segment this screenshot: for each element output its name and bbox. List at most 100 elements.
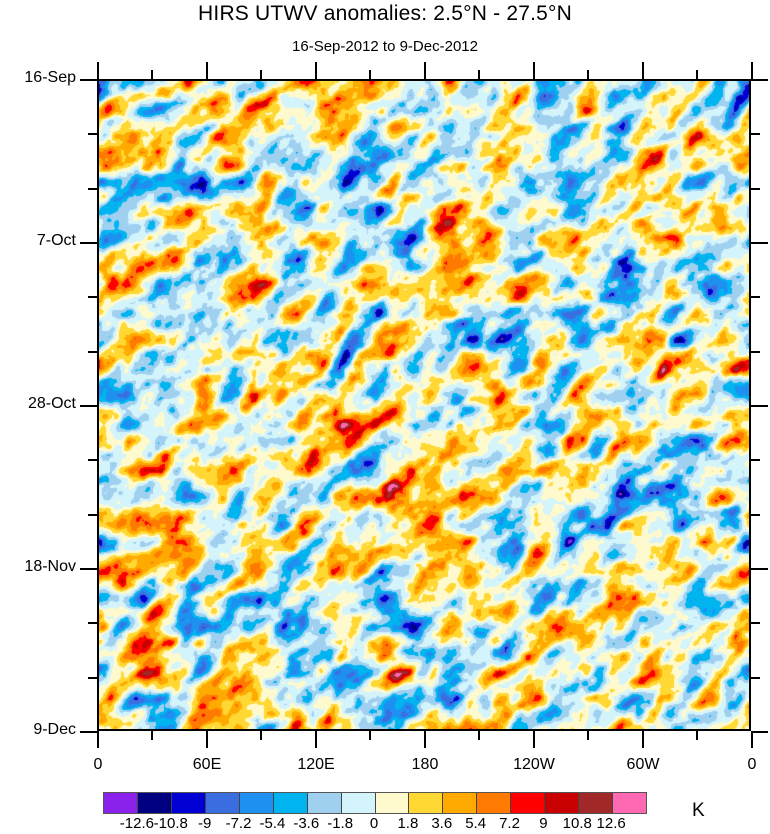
x-tick-minor-top <box>478 70 480 79</box>
y-tick-minor <box>88 459 97 461</box>
x-tick-label: 180 <box>411 756 439 773</box>
y-tick-minor-right <box>751 296 760 298</box>
x-tick-minor <box>478 731 480 740</box>
x-tick-major <box>424 731 426 748</box>
y-tick-major <box>80 568 97 570</box>
y-tick-label: 28-Oct <box>27 395 76 412</box>
x-tick-label: 120W <box>513 756 555 773</box>
y-tick-minor <box>88 188 97 190</box>
x-tick-minor <box>151 731 153 740</box>
x-tick-minor-top <box>260 70 262 79</box>
colorbar-tick-label: 7.2 <box>499 815 520 832</box>
x-tick-label: 0 <box>747 756 757 773</box>
x-tick-major <box>533 731 535 748</box>
colorbar-tick-label: -9 <box>197 815 212 832</box>
colorbar-tick-label: -7.2 <box>225 815 252 832</box>
y-tick-minor-right <box>751 133 760 135</box>
y-tick-minor-right <box>751 622 760 624</box>
colorbar-tick-label: 9 <box>539 815 548 832</box>
y-tick-major <box>80 731 97 733</box>
x-tick-label: 60E <box>192 756 222 773</box>
x-tick-label: 120E <box>297 756 335 773</box>
y-tick-minor <box>88 351 97 353</box>
y-tick-minor-right <box>751 514 760 516</box>
colorbar-cell <box>239 793 274 813</box>
x-tick-minor <box>369 731 371 740</box>
x-tick-minor-top <box>151 70 153 79</box>
anomaly-field-canvas <box>99 81 749 729</box>
x-tick-major <box>315 731 317 748</box>
x-tick-major-top <box>206 62 208 79</box>
y-tick-label: 7-Oct <box>36 232 76 249</box>
colorbar-cell <box>409 793 444 813</box>
x-tick-minor <box>260 731 262 740</box>
colorbar-tick-label: 5.4 <box>465 815 487 832</box>
x-tick-major-top <box>751 62 753 79</box>
y-tick-minor <box>88 514 97 516</box>
x-tick-major-top <box>533 62 535 79</box>
y-tick-label: 9-Dec <box>33 721 76 738</box>
colorbar-cell <box>137 793 172 813</box>
colorbar-tick-label: -12.6 <box>119 815 154 832</box>
x-tick-minor-top <box>696 70 698 79</box>
x-tick-major <box>751 731 753 748</box>
x-tick-label: 60W <box>626 756 660 773</box>
y-tick-minor <box>88 296 97 298</box>
y-tick-label: 18-Nov <box>24 558 76 575</box>
x-tick-minor-top <box>587 70 589 79</box>
x-tick-major-top <box>97 62 99 79</box>
colorbar-cell <box>375 793 410 813</box>
colorbar-cell <box>273 793 308 813</box>
x-tick-major <box>97 731 99 748</box>
colorbar-cell <box>307 793 342 813</box>
y-tick-major <box>80 242 97 244</box>
colorbar-tick-label: -1.8 <box>327 815 354 832</box>
colorbar-cell <box>511 793 546 813</box>
x-tick-major <box>642 731 644 748</box>
colorbar-tick-label: -5.4 <box>259 815 286 832</box>
x-tick-major-top <box>642 62 644 79</box>
x-tick-minor <box>587 731 589 740</box>
y-tick-minor <box>88 622 97 624</box>
y-tick-minor-right <box>751 677 760 679</box>
y-tick-minor-right <box>751 459 760 461</box>
y-tick-major-right <box>751 242 768 244</box>
colorbar-cell <box>443 793 478 813</box>
colorbar-tick-label: -3.6 <box>293 815 320 832</box>
x-tick-minor-top <box>369 70 371 79</box>
y-tick-major <box>80 79 97 81</box>
y-tick-major <box>80 405 97 407</box>
colorbar-unit-label: K <box>692 800 705 821</box>
y-tick-minor-right <box>751 351 760 353</box>
y-tick-minor <box>88 677 97 679</box>
y-tick-label: 16-Sep <box>24 69 76 86</box>
colorbar <box>103 792 647 814</box>
page-subtitle: 16-Sep-2012 to 9-Dec-2012 <box>292 38 478 55</box>
page-title: HIRS UTWV anomalies: 2.5°N - 27.5°N <box>198 2 572 25</box>
hovmoller-plot-area <box>97 79 751 731</box>
x-tick-major <box>206 731 208 748</box>
colorbar-cell <box>171 793 206 813</box>
colorbar-cell <box>545 793 580 813</box>
colorbar-cell <box>104 793 138 813</box>
colorbar-tick-label: 3.6 <box>431 815 453 832</box>
colorbar-cell <box>579 793 614 813</box>
y-tick-minor <box>88 133 97 135</box>
y-tick-major-right <box>751 731 768 733</box>
colorbar-cell <box>613 793 646 813</box>
colorbar-cell <box>477 793 512 813</box>
colorbar-tick-label: 12.6 <box>596 815 626 832</box>
x-tick-minor <box>696 731 698 740</box>
colorbar-tick-label: 0 <box>369 815 379 832</box>
x-tick-major-top <box>315 62 317 79</box>
y-tick-major-right <box>751 405 768 407</box>
colorbar-tick-label: 1.8 <box>397 815 419 832</box>
y-tick-major-right <box>751 79 768 81</box>
colorbar-tick-label: -10.8 <box>153 815 188 832</box>
x-tick-major-top <box>424 62 426 79</box>
y-tick-minor-right <box>751 188 760 190</box>
x-tick-label: 0 <box>93 756 103 773</box>
colorbar-cell <box>205 793 240 813</box>
y-tick-major-right <box>751 568 768 570</box>
colorbar-cell <box>341 793 376 813</box>
